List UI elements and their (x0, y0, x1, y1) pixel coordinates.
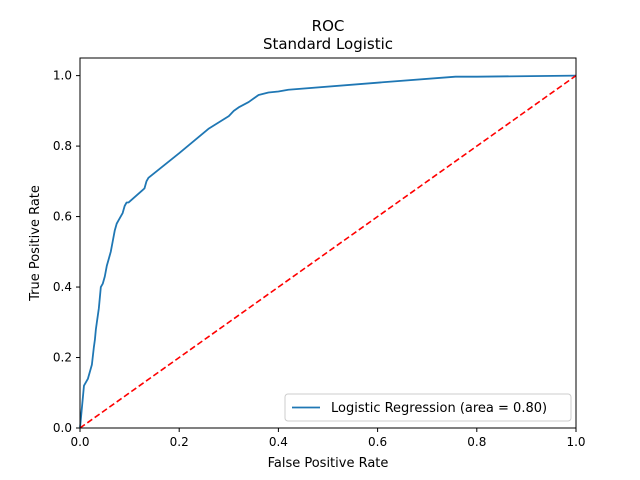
x-tick-label: 1.0 (566, 435, 585, 449)
y-axis-label: True Positive Rate (28, 185, 43, 302)
x-tick-label: 0.0 (70, 435, 89, 449)
legend-entry-logistic-regression: Logistic Regression (area = 0.80) (331, 401, 547, 416)
y-tick-label: 0.2 (53, 351, 72, 365)
x-axis-label: False Positive Rate (268, 456, 389, 471)
x-tick-label: 0.6 (368, 435, 387, 449)
legend-box (284, 393, 572, 422)
axis-ticks: 0.0 0.2 0.4 0.6 0.8 1.0 0.0 0.2 0.4 0.6 0.8 1.0 (53, 69, 586, 449)
series-layer (79, 74, 577, 429)
y-tick-label: 0.4 (53, 280, 72, 294)
y-tick-label: 0.8 (53, 139, 72, 153)
plot-area (80, 58, 576, 428)
plot-frame (79, 57, 577, 429)
legend: Logistic Regression (area = 0.80) (284, 393, 572, 422)
x-tick-label: 0.2 (170, 435, 189, 449)
y-tick-label: 0.6 (53, 210, 72, 224)
x-tick-label: 0.8 (467, 435, 486, 449)
y-tick-label: 1.0 (53, 69, 72, 83)
chart-subtitle: Standard Logistic (263, 35, 393, 53)
chart-title: ROC (312, 17, 345, 35)
chance-diagonal-line (79, 74, 577, 429)
y-tick-label: 0.0 (53, 421, 72, 435)
x-tick-label: 0.4 (269, 435, 288, 449)
roc-curve-line (79, 74, 577, 429)
